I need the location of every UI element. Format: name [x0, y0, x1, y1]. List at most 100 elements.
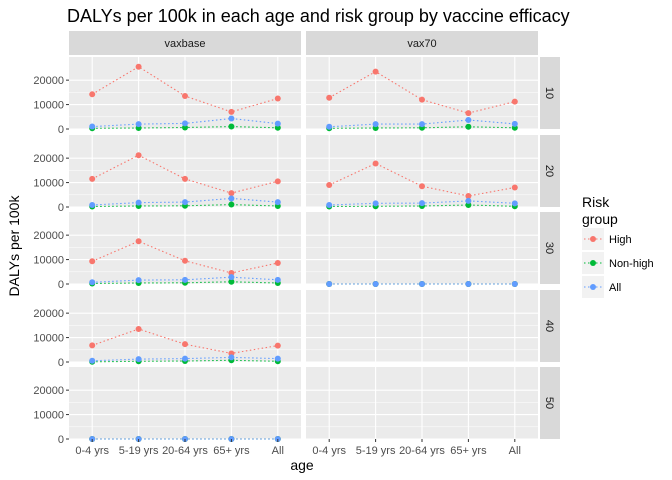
- data-point-all: [135, 121, 142, 128]
- data-point-all: [419, 200, 425, 207]
- y-axis-title: DALYs per 100k: [6, 195, 22, 297]
- y-tick-label: 0: [58, 357, 64, 369]
- data-point-all: [465, 281, 472, 287]
- data-point-non-high: [228, 123, 235, 130]
- y-tick-label: 20000: [33, 385, 64, 397]
- panel-vax70-20: [306, 135, 538, 210]
- data-point-all: [228, 274, 235, 281]
- y-tick-label: 0: [58, 434, 64, 446]
- x-tick-label: 0-4 yrs: [312, 445, 346, 457]
- data-point-high: [465, 110, 472, 117]
- data-point-all: [419, 281, 425, 287]
- row-strip-background: [540, 367, 560, 439]
- x-tick-label: 65+ yrs: [213, 445, 250, 457]
- data-point-all: [89, 123, 96, 130]
- series-all: [326, 116, 518, 130]
- panel-vaxbase-40: [69, 290, 301, 365]
- data-point-high: [372, 160, 379, 167]
- data-point-high: [511, 98, 518, 105]
- series-high: [89, 238, 281, 277]
- data-point-high: [326, 182, 333, 189]
- data-point-all: [89, 357, 96, 364]
- panel-vax70-10: [306, 57, 538, 132]
- data-point-high: [135, 63, 142, 70]
- data-point-all: [274, 199, 281, 206]
- legend-entry-high: High: [582, 228, 632, 250]
- data-point-high: [182, 93, 188, 100]
- data-point-all: [135, 277, 142, 284]
- row-strip-label: 50: [543, 397, 555, 409]
- legend: Risk group High Non-high All: [582, 194, 654, 298]
- data-point-all: [89, 279, 96, 286]
- data-point-high: [182, 257, 188, 264]
- data-point-all: [135, 199, 142, 206]
- series-all: [89, 195, 281, 209]
- data-point-high: [228, 190, 235, 197]
- data-point-high: [274, 342, 281, 349]
- legend-label: All: [609, 282, 621, 294]
- data-point-non-high: [182, 124, 188, 131]
- row-strip-background: [540, 57, 560, 129]
- column-strip-label: vax70: [407, 38, 436, 50]
- x-tick-label: All: [509, 445, 521, 457]
- data-point-all: [182, 355, 188, 362]
- data-point-high: [274, 178, 281, 185]
- row-strip-30: 30: [540, 212, 560, 284]
- data-point-non-high: [228, 201, 235, 208]
- data-point-all: [89, 202, 96, 209]
- data-point-non-high: [274, 124, 281, 131]
- data-point-all: [419, 121, 425, 128]
- data-point-all: [511, 200, 518, 207]
- data-point-all: [326, 202, 333, 209]
- series-all: [89, 354, 281, 364]
- panel-vax70-30: [306, 212, 538, 287]
- y-tick-label: 0: [58, 279, 64, 291]
- facet-grid: vaxbase vax70 10 20 30 40 50 0 10000 20000 0 10000 2…: [33, 31, 560, 457]
- column-strip-background: [69, 31, 301, 55]
- data-point-all: [274, 120, 281, 127]
- data-point-non-high: [228, 278, 235, 285]
- y-tick-label: 0: [58, 202, 64, 214]
- row-strip-40: 40: [540, 290, 560, 362]
- data-point-all: [228, 195, 235, 202]
- data-point-high: [228, 108, 235, 115]
- y-tick-label: 10000: [33, 100, 64, 112]
- series-high: [326, 68, 518, 117]
- x-tick-label: 5-19 yrs: [119, 445, 159, 457]
- y-tick-label: 20000: [33, 308, 64, 320]
- y-tick-label: 10000: [33, 410, 64, 422]
- data-point-all: [326, 123, 333, 130]
- row-strip-label: 20: [543, 165, 555, 177]
- legend-entry-all: All: [582, 276, 621, 298]
- data-point-non-high: [465, 202, 472, 209]
- x-tick-label: All: [272, 445, 284, 457]
- data-point-high: [89, 175, 96, 182]
- x-axis-title: age: [290, 457, 314, 473]
- series-high: [89, 152, 281, 197]
- data-point-all: [511, 281, 518, 287]
- series-high: [326, 160, 518, 200]
- data-point-all: [372, 121, 379, 128]
- panel-vaxbase-20: [69, 135, 301, 210]
- data-point-high: [89, 258, 96, 265]
- data-point-high: [326, 94, 333, 101]
- legend-key-point: [590, 236, 596, 242]
- y-tick-label: 10000: [33, 333, 64, 345]
- y-tick-label: 20000: [33, 153, 64, 165]
- data-point-all: [511, 120, 518, 127]
- data-point-all: [465, 116, 472, 123]
- data-point-high: [274, 259, 281, 266]
- data-point-all: [372, 281, 379, 287]
- y-tick-label: 0: [58, 124, 64, 136]
- panel-vax70-50: [306, 367, 538, 440]
- data-point-all: [274, 355, 281, 362]
- data-point-all: [135, 356, 142, 363]
- data-point-all: [372, 200, 379, 207]
- legend-key-point: [590, 260, 596, 266]
- row-strip-20: 20: [540, 135, 560, 207]
- data-point-high: [135, 326, 142, 333]
- data-point-high: [511, 184, 518, 191]
- panel-vaxbase-50: [69, 367, 301, 442]
- data-point-high: [372, 68, 379, 75]
- data-point-high: [182, 175, 188, 182]
